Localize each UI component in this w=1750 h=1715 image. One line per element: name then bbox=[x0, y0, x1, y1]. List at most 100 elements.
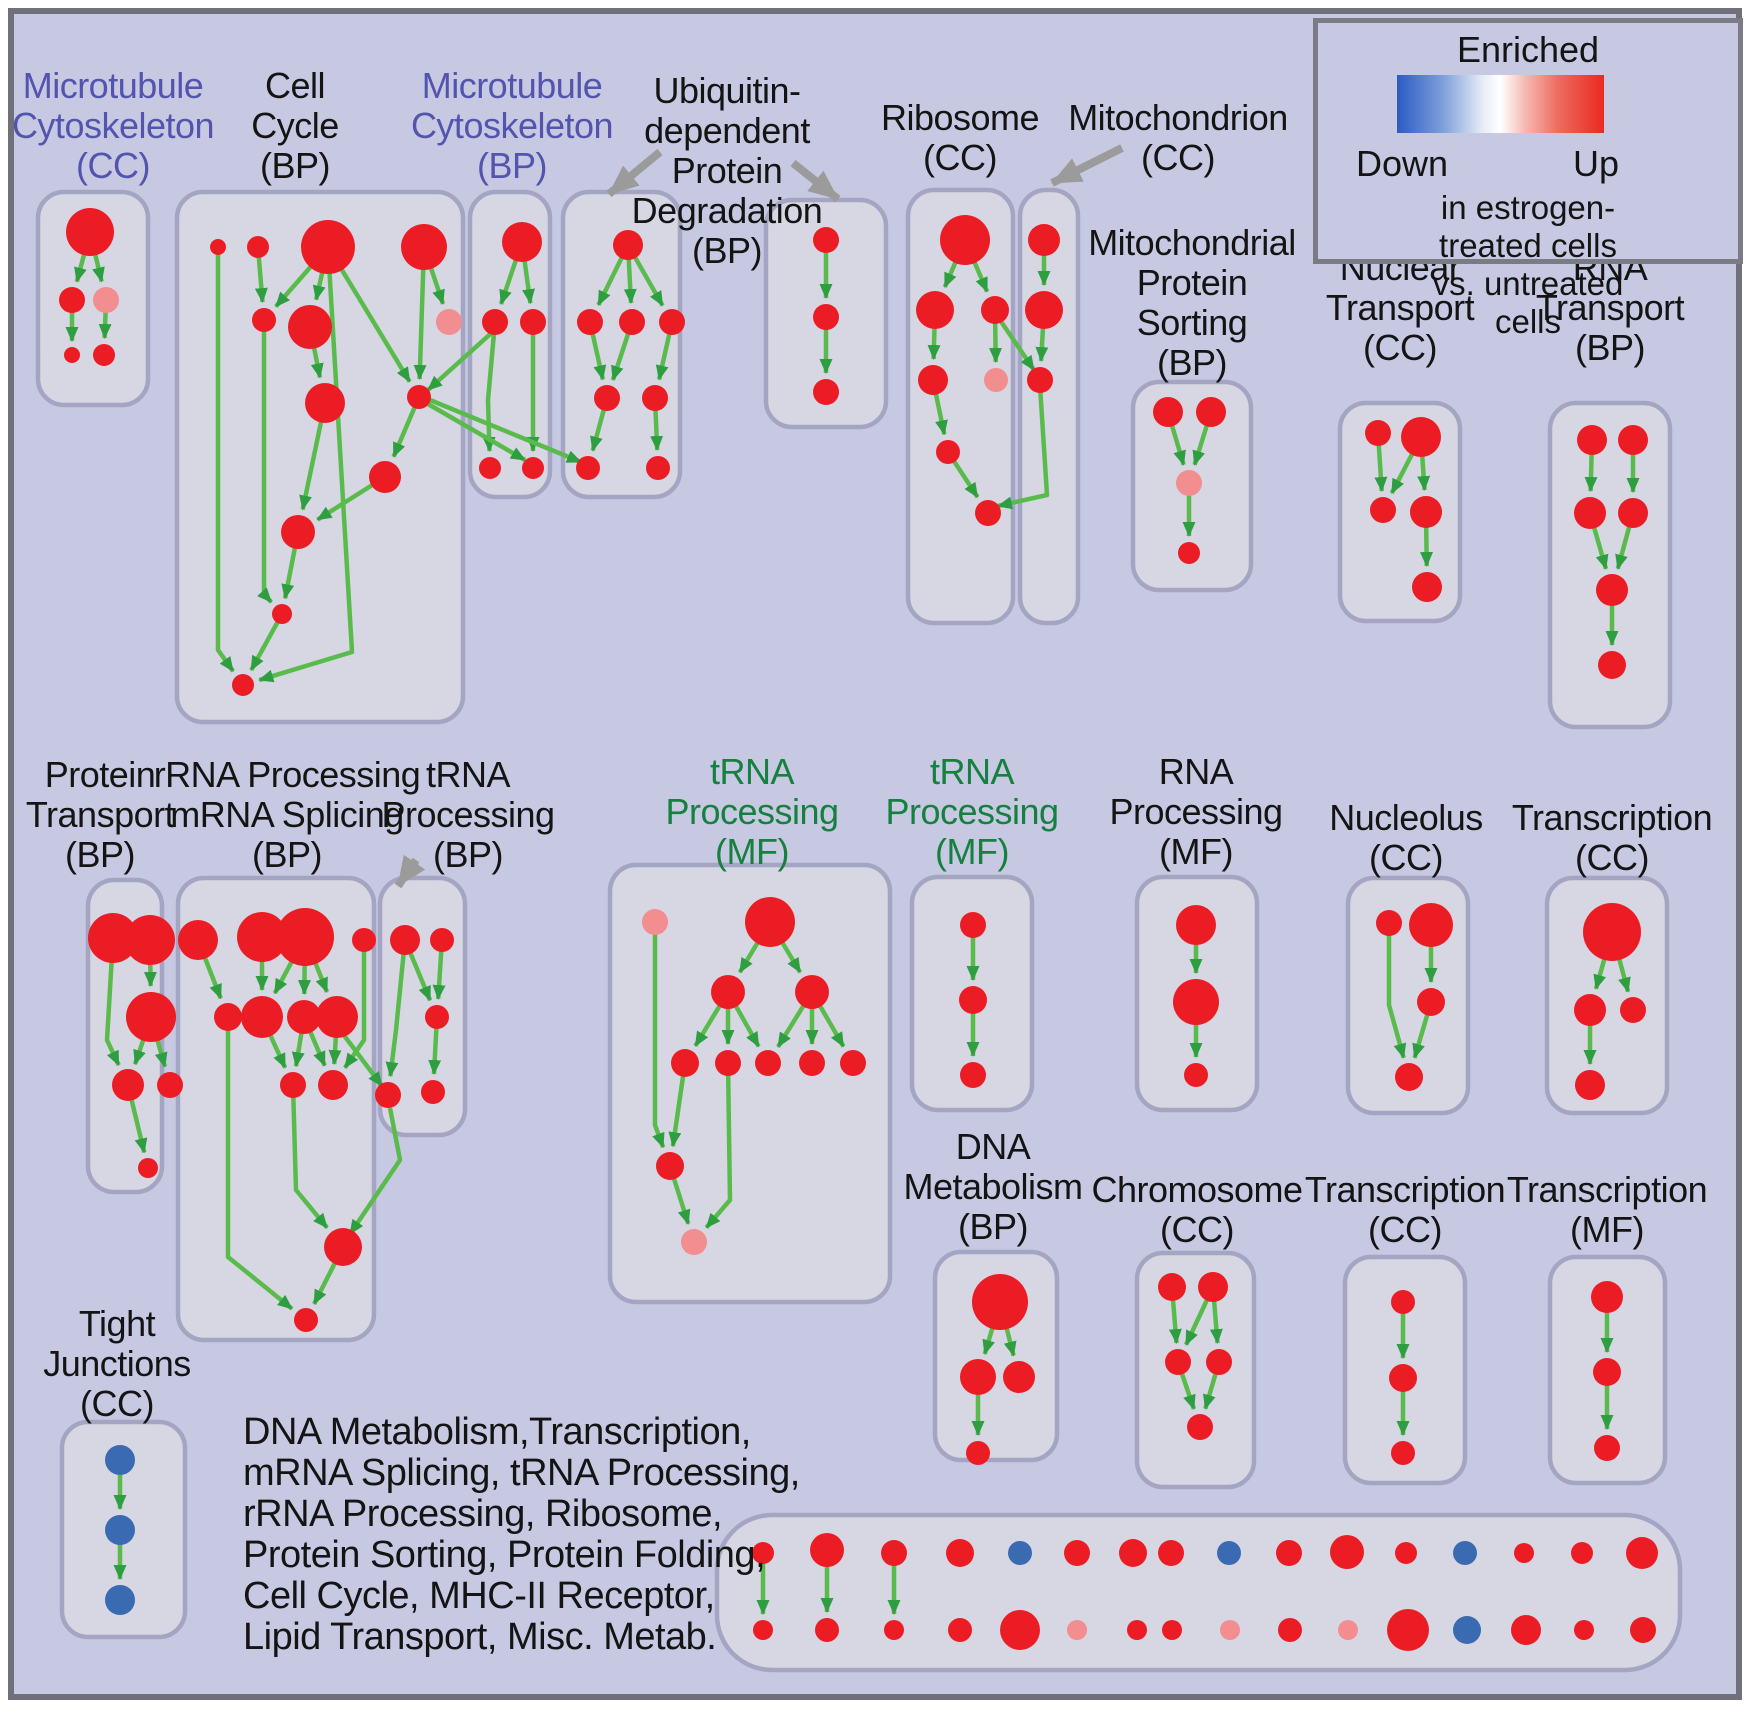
cross-edge-arrow bbox=[426, 326, 499, 392]
legend-gradient-bar bbox=[1397, 75, 1604, 133]
go-term-node bbox=[1158, 1273, 1186, 1301]
go-term-node bbox=[1187, 1414, 1213, 1440]
cluster-box-cell-cycle-bp bbox=[174, 189, 466, 725]
go-term-node bbox=[1389, 1364, 1417, 1392]
edge-arrow bbox=[1386, 923, 1407, 1059]
go-term-node bbox=[884, 1620, 904, 1640]
edge-arrow bbox=[482, 321, 498, 453]
legend-box: Enriched in... Down Up in estrogen-treat… bbox=[1313, 18, 1743, 340]
go-term-node bbox=[972, 1274, 1028, 1330]
go-term-node bbox=[752, 1542, 774, 1564]
go-term-node bbox=[105, 1515, 135, 1545]
go-term-node bbox=[352, 928, 376, 952]
go-term-node bbox=[795, 975, 829, 1009]
label-dna-metabolism-bp: DNA Metabolism (BP) bbox=[903, 1126, 1083, 1247]
go-term-node bbox=[881, 1540, 907, 1566]
go-term-node bbox=[576, 456, 600, 480]
go-term-node bbox=[810, 1533, 844, 1567]
go-term-node bbox=[1453, 1541, 1477, 1565]
label-rna-processing-mf: RNA Processing (MF) bbox=[1109, 751, 1283, 872]
label-nucleolus-cc: Nucleolus (CC) bbox=[1329, 797, 1483, 878]
go-term-node bbox=[1630, 1617, 1656, 1643]
go-term-node bbox=[401, 224, 447, 270]
edge-arrow bbox=[385, 939, 408, 1078]
go-term-node bbox=[975, 500, 1001, 526]
go-term-node bbox=[66, 208, 114, 256]
go-term-node bbox=[1025, 291, 1063, 329]
go-term-node bbox=[1391, 1290, 1415, 1314]
go-term-node bbox=[1395, 1542, 1417, 1564]
go-term-node bbox=[1571, 1542, 1593, 1564]
go-term-node bbox=[1119, 1539, 1147, 1567]
go-term-node bbox=[59, 287, 85, 313]
go-term-node bbox=[1410, 496, 1442, 528]
go-term-node bbox=[421, 1080, 445, 1104]
go-term-node bbox=[1176, 905, 1216, 945]
label-tight-junctions-cc: Tight Junctions (CC) bbox=[43, 1303, 191, 1424]
go-term-node bbox=[840, 1050, 866, 1076]
go-term-node bbox=[1453, 1616, 1481, 1644]
edge-arrow bbox=[249, 612, 284, 672]
go-term-node bbox=[93, 287, 119, 313]
go-term-node bbox=[1417, 988, 1445, 1016]
go-term-node bbox=[1220, 1620, 1240, 1640]
go-term-node bbox=[659, 309, 685, 335]
edge-arrow bbox=[104, 937, 121, 1067]
go-term-node bbox=[671, 1049, 699, 1077]
go-term-node bbox=[1158, 1540, 1184, 1566]
go-term-node bbox=[430, 928, 454, 952]
cluster-box-chromosome-cc bbox=[1134, 1250, 1257, 1490]
go-term-node bbox=[157, 1072, 183, 1098]
go-term-node bbox=[178, 920, 218, 960]
edge-arrow bbox=[257, 320, 273, 604]
label-microtubule-cytoskeleton-bp: Microtubule Cytoskeleton (BP) bbox=[410, 65, 614, 186]
go-term-node bbox=[753, 1620, 773, 1640]
go-term-node bbox=[1391, 1441, 1415, 1465]
go-term-node bbox=[1217, 1541, 1241, 1565]
go-term-node bbox=[646, 456, 670, 480]
go-term-node bbox=[1626, 1537, 1658, 1569]
go-term-node bbox=[1027, 367, 1053, 393]
cluster-box-rna-transport-bp bbox=[1547, 400, 1673, 730]
go-term-node bbox=[1593, 1358, 1621, 1386]
go-term-node bbox=[1376, 910, 1402, 936]
go-term-node bbox=[681, 1229, 707, 1255]
go-term-node bbox=[1387, 1609, 1429, 1651]
go-term-node bbox=[232, 674, 254, 696]
cross-edge-arrow bbox=[426, 402, 527, 462]
go-term-node bbox=[1583, 903, 1641, 961]
go-term-node bbox=[1165, 1349, 1191, 1375]
label-pointer-arrow bbox=[1050, 144, 1124, 187]
go-term-node bbox=[1278, 1618, 1302, 1642]
go-term-node bbox=[613, 230, 643, 260]
go-term-node bbox=[294, 1308, 318, 1332]
go-term-node bbox=[1365, 420, 1391, 446]
go-term-node bbox=[577, 309, 603, 335]
go-term-node bbox=[1594, 1435, 1620, 1461]
go-term-node bbox=[594, 385, 620, 411]
go-term-node bbox=[112, 1069, 144, 1101]
go-term-node bbox=[1196, 397, 1226, 427]
go-term-node bbox=[1176, 470, 1202, 496]
label-protein-transport-bp: Protein Transport (BP) bbox=[25, 754, 175, 875]
go-term-node bbox=[407, 385, 431, 409]
go-term-node bbox=[815, 1618, 839, 1642]
go-term-node bbox=[324, 1228, 362, 1266]
cluster-box-misc-cluster-strip bbox=[714, 1512, 1683, 1673]
edge-arrow bbox=[343, 940, 367, 1069]
go-term-node bbox=[1574, 994, 1606, 1026]
label-transcription-cc-2: Transcription (CC) bbox=[1304, 1169, 1506, 1250]
label-cell-cycle-bp: Cell Cycle (BP) bbox=[251, 65, 339, 186]
go-term-node bbox=[946, 1539, 974, 1567]
go-term-node bbox=[715, 1050, 741, 1076]
go-term-node bbox=[1206, 1349, 1232, 1375]
go-term-node bbox=[1338, 1620, 1358, 1640]
go-term-node bbox=[916, 291, 954, 329]
go-term-node bbox=[316, 996, 358, 1038]
go-term-node bbox=[210, 239, 226, 255]
go-term-node bbox=[520, 309, 546, 335]
go-term-node bbox=[960, 1359, 996, 1395]
go-term-node bbox=[425, 1005, 449, 1029]
go-term-node bbox=[88, 913, 138, 963]
